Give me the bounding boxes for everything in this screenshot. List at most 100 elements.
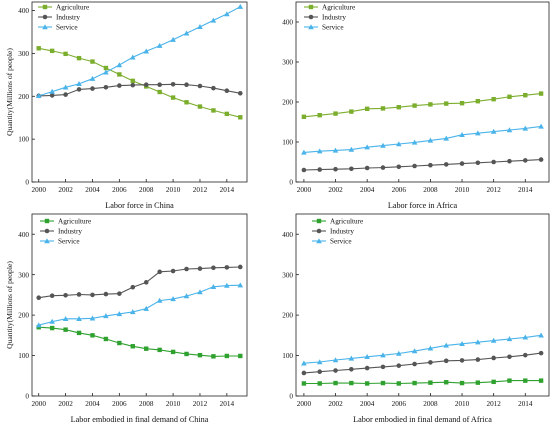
plot-frame: [295, 1, 550, 183]
data-point-service: [490, 128, 497, 134]
plot-frame: [31, 213, 248, 397]
legend-marker-agriculture: [308, 4, 314, 10]
data-point-industry: [301, 370, 307, 376]
x-tick-label: 2006: [392, 400, 407, 408]
data-point-industry: [63, 292, 68, 298]
chart-panel-3: 0 100 200 300 400 2000 2002 2004 2006 2008 2010 201…: [5, 213, 248, 424]
data-point-industry: [197, 83, 203, 89]
data-point-agriculture: [103, 336, 109, 342]
data-point-industry: [317, 167, 323, 172]
data-point-agriculture: [197, 104, 203, 109]
legend-label-service: Service: [58, 238, 80, 246]
data-point-industry: [364, 165, 370, 171]
data-point-industry: [301, 167, 307, 173]
data-point-service: [443, 342, 450, 348]
data-point-industry: [36, 295, 42, 301]
data-point-agriculture: [49, 48, 55, 54]
series-line-service: [303, 125, 542, 153]
data-point-service: [89, 315, 96, 321]
data-point-industry: [117, 291, 122, 296]
data-point-service: [395, 350, 402, 356]
data-point-agriculture: [412, 380, 417, 386]
legend-label-industry: Industry: [56, 14, 80, 22]
data-point-service: [411, 348, 418, 354]
data-point-agriculture: [396, 105, 401, 110]
x-tick-label: 2014: [220, 400, 235, 408]
data-point-agriculture: [301, 381, 307, 386]
data-point-industry: [428, 360, 433, 365]
y-tick-label: 200: [282, 99, 293, 107]
legend-marker-industry: [316, 228, 322, 234]
chart-panel-2: 0 100 200 300 400 2000 2002 2004 2006 2008 2010 201…: [282, 1, 550, 210]
data-point-agriculture: [491, 97, 496, 102]
data-point-service: [49, 88, 55, 94]
data-point-agriculture: [364, 381, 370, 386]
data-point-service: [348, 355, 355, 361]
data-point-agriculture: [224, 111, 230, 117]
data-point-agriculture: [523, 378, 528, 383]
data-point-industry: [211, 265, 216, 271]
data-point-industry: [538, 157, 544, 162]
legend-marker-industry: [308, 14, 314, 20]
panel-title: Labor force in Africa: [388, 201, 458, 210]
data-point-industry: [170, 268, 176, 274]
data-point-service: [210, 17, 217, 23]
data-point-agriculture: [238, 115, 243, 120]
data-point-industry: [380, 364, 386, 370]
data-point-agriculture: [396, 381, 401, 386]
data-point-agriculture: [76, 55, 82, 61]
series-line-agriculture: [38, 326, 241, 357]
y-tick-label: 100: [18, 352, 29, 360]
x-tick-label: 2000: [32, 186, 47, 194]
x-tick-label: 2002: [58, 400, 73, 408]
legend-marker-service: [308, 24, 314, 30]
data-point-agriculture: [475, 99, 481, 104]
x-tick-label: 2012: [486, 186, 501, 194]
data-point-agriculture: [130, 78, 135, 84]
data-point-service: [538, 123, 544, 129]
y-tick-label: 0: [289, 393, 293, 401]
data-point-agriculture: [90, 59, 95, 64]
x-tick-label: 2002: [328, 186, 343, 194]
data-point-industry: [491, 355, 496, 361]
data-point-service: [301, 149, 307, 155]
legend-label-agriculture: Agriculture: [322, 4, 355, 12]
data-point-service: [490, 337, 497, 343]
data-point-agriculture: [333, 380, 338, 386]
data-point-agriculture: [412, 103, 417, 108]
data-point-industry: [459, 161, 465, 166]
x-tick-label: 2006: [392, 186, 407, 194]
data-point-industry: [76, 87, 82, 92]
series-line-industry: [38, 266, 241, 299]
data-point-service: [35, 93, 42, 99]
data-point-service: [183, 30, 190, 36]
legend-marker-service: [44, 238, 50, 244]
data-point-service: [506, 127, 513, 133]
data-point-service: [197, 24, 203, 30]
plot-frame: [295, 213, 550, 397]
data-point-agriculture: [170, 349, 176, 355]
y-tick-label: 0: [25, 393, 29, 401]
x-tick-label: 2008: [423, 400, 438, 408]
x-tick-label: 2004: [360, 400, 375, 408]
data-point-service: [459, 341, 465, 347]
data-point-industry: [475, 160, 481, 166]
data-point-agriculture: [117, 72, 122, 77]
data-point-industry: [459, 358, 465, 363]
data-point-industry: [103, 291, 109, 297]
panel-title: Labor force in China: [105, 201, 174, 210]
data-point-service: [380, 142, 386, 148]
data-point-agriculture: [184, 100, 189, 105]
data-point-service: [224, 11, 230, 17]
data-point-industry: [396, 363, 402, 368]
data-point-service: [332, 357, 339, 363]
data-point-agriculture: [428, 102, 433, 107]
data-point-industry: [317, 369, 323, 375]
data-point-service: [332, 147, 339, 153]
data-point-agriculture: [238, 353, 243, 359]
data-point-agriculture: [63, 327, 68, 332]
data-point-industry: [349, 367, 354, 372]
y-tick-label: 300: [282, 271, 293, 279]
y-tick-label: 400: [282, 19, 293, 27]
data-point-service: [380, 352, 386, 358]
